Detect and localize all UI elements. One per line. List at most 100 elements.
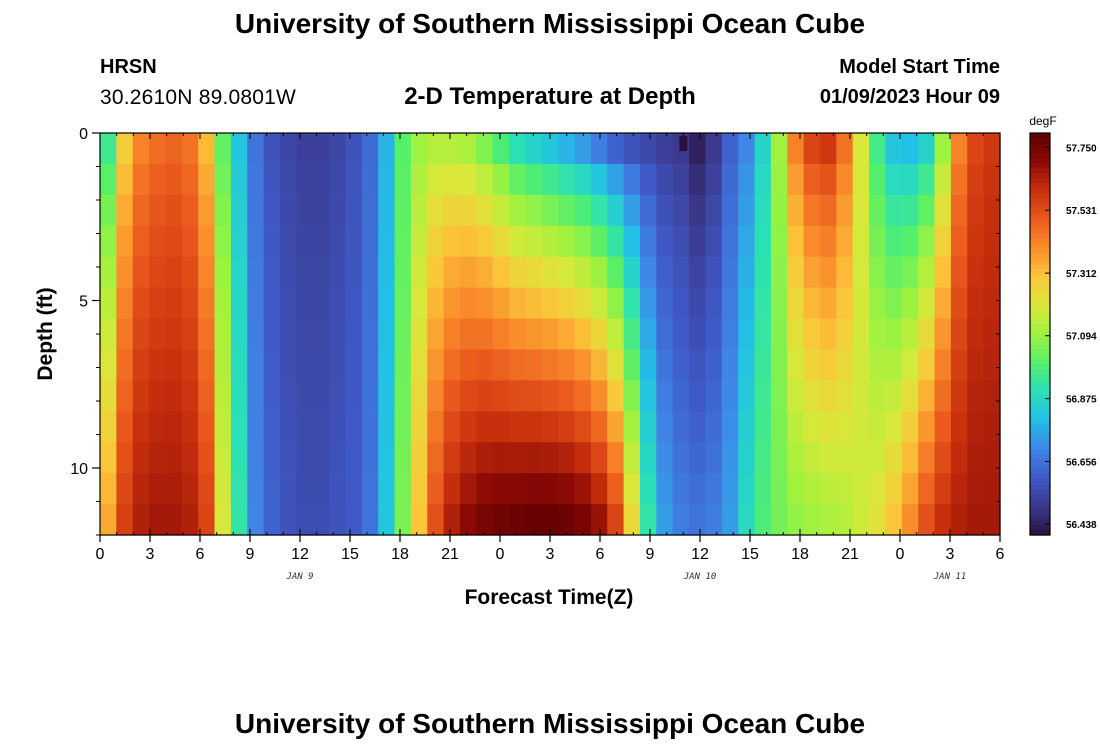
heatmap-cell [901,349,919,381]
colorbar-segment [1030,168,1050,174]
heatmap-cell [754,411,772,443]
colorbar-segment [1030,273,1050,280]
heatmap-cell [230,380,248,412]
heatmap-cell [820,504,837,536]
heatmap-cell [918,256,936,289]
colorbar-segment [1030,313,1050,320]
heatmap-cell [247,504,265,536]
heatmap-cell [541,225,559,258]
colorbar-segment [1030,173,1050,179]
heatmap-cell [280,256,297,289]
heatmap-cell [590,225,608,258]
heatmap-cell [852,473,870,505]
heatmap-cell [754,194,772,227]
heatmap-cell [885,349,903,381]
heatmap-cell [329,133,347,165]
heatmap-cell [394,133,412,165]
model-start-value: 01/09/2023 Hour 09 [819,86,1000,108]
heatmap-cell [492,256,510,289]
heatmap-cell [181,504,199,536]
heatmap-cell [656,194,674,227]
heatmap-cell [100,473,117,505]
heatmap-cell [590,442,608,474]
heatmap-cell [754,287,772,320]
heatmap-cell [492,225,510,258]
heatmap-cell [361,380,379,412]
heatmap-cell [770,504,788,536]
heatmap-cell [443,225,461,258]
heatmap-cell [721,287,739,320]
heatmap-cell [394,411,412,443]
heatmap-cell [574,287,592,320]
heatmap-cell [640,256,657,289]
heatmap-cell [296,318,314,351]
heatmap-cell [132,287,150,320]
heatmap-cell [721,133,739,165]
heatmap-cell [116,225,134,258]
heatmap-cell [525,349,543,381]
colorbar-segment [1030,228,1050,235]
heatmap-cell [803,504,821,536]
colorbar-segment [1030,344,1050,350]
heatmap-cell [296,133,314,165]
heatmap-cell [770,163,788,196]
heatmap-cell [230,442,248,474]
x-tick-label: 18 [791,546,809,563]
heatmap-cell [754,504,772,536]
heatmap-cell [263,194,281,227]
heatmap-cell [476,133,494,165]
heatmap-cell [165,163,183,196]
heatmap-cell [116,256,134,289]
heatmap-cell [574,473,592,505]
heatmap-cell [214,163,232,196]
colorbar-segment [1030,524,1050,531]
heatmap-cell [672,225,690,258]
heatmap-cell [443,133,461,165]
footer-title: University of Southern Mississippi Ocean… [234,708,866,739]
heatmap-cell [460,473,477,505]
heatmap-cell [263,133,281,165]
heatmap-cell [950,287,968,320]
heatmap-cell [558,133,576,165]
heatmap-cell [378,133,396,165]
heatmap-cell [950,380,968,412]
heatmap-cell [509,411,527,443]
heatmap-cell [754,133,772,165]
heatmap-cell [312,194,330,227]
heatmap-cell [705,473,723,505]
heatmap-cell [705,411,723,443]
heatmap-cell [378,473,396,505]
heatmap-cell [983,442,1001,474]
heatmap-cell [803,411,821,443]
heatmap-cell [852,349,870,381]
colorbar-segment [1030,414,1050,421]
heatmap-cell [492,380,510,412]
heatmap-cell [640,442,657,474]
heatmap-cell [770,318,788,351]
heatmap-cell [934,287,952,320]
heatmap-cell [100,163,117,196]
heatmap-cell [198,504,216,536]
heatmap-cell [558,473,576,505]
heatmap-cell [787,318,805,351]
heatmap-cell [427,442,445,474]
heatmap-cell [345,163,363,196]
colorbar-segment [1030,384,1050,390]
heatmap-cell [607,442,625,474]
heatmap-cell [738,504,756,536]
colorbar-segment [1030,349,1050,355]
heatmap-cell [934,194,952,227]
heatmap-cell [869,318,887,351]
colorbar-segment [1030,419,1050,426]
colorbar-segment [1030,454,1050,461]
heatmap-cell [263,504,281,536]
colorbar-segment [1030,153,1050,159]
heatmap-cell [574,133,592,165]
heatmap-cell [967,473,985,505]
colorbar-segment [1030,334,1050,340]
heatmap-cell [149,411,167,443]
heatmap-cell [787,225,805,258]
heatmap-cell [509,442,527,474]
heatmap-cell [787,287,805,320]
heatmap-cell [721,349,739,381]
